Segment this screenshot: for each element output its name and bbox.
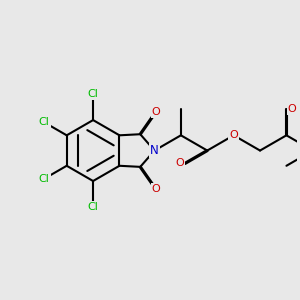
Text: Cl: Cl [39,174,50,184]
Text: O: O [152,107,160,117]
Text: N: N [150,144,159,157]
Text: Cl: Cl [39,117,50,128]
Text: O: O [175,158,184,169]
Text: O: O [287,104,296,114]
Text: O: O [152,184,160,194]
Text: Cl: Cl [88,202,98,212]
Text: O: O [229,130,238,140]
Text: Cl: Cl [88,89,98,99]
